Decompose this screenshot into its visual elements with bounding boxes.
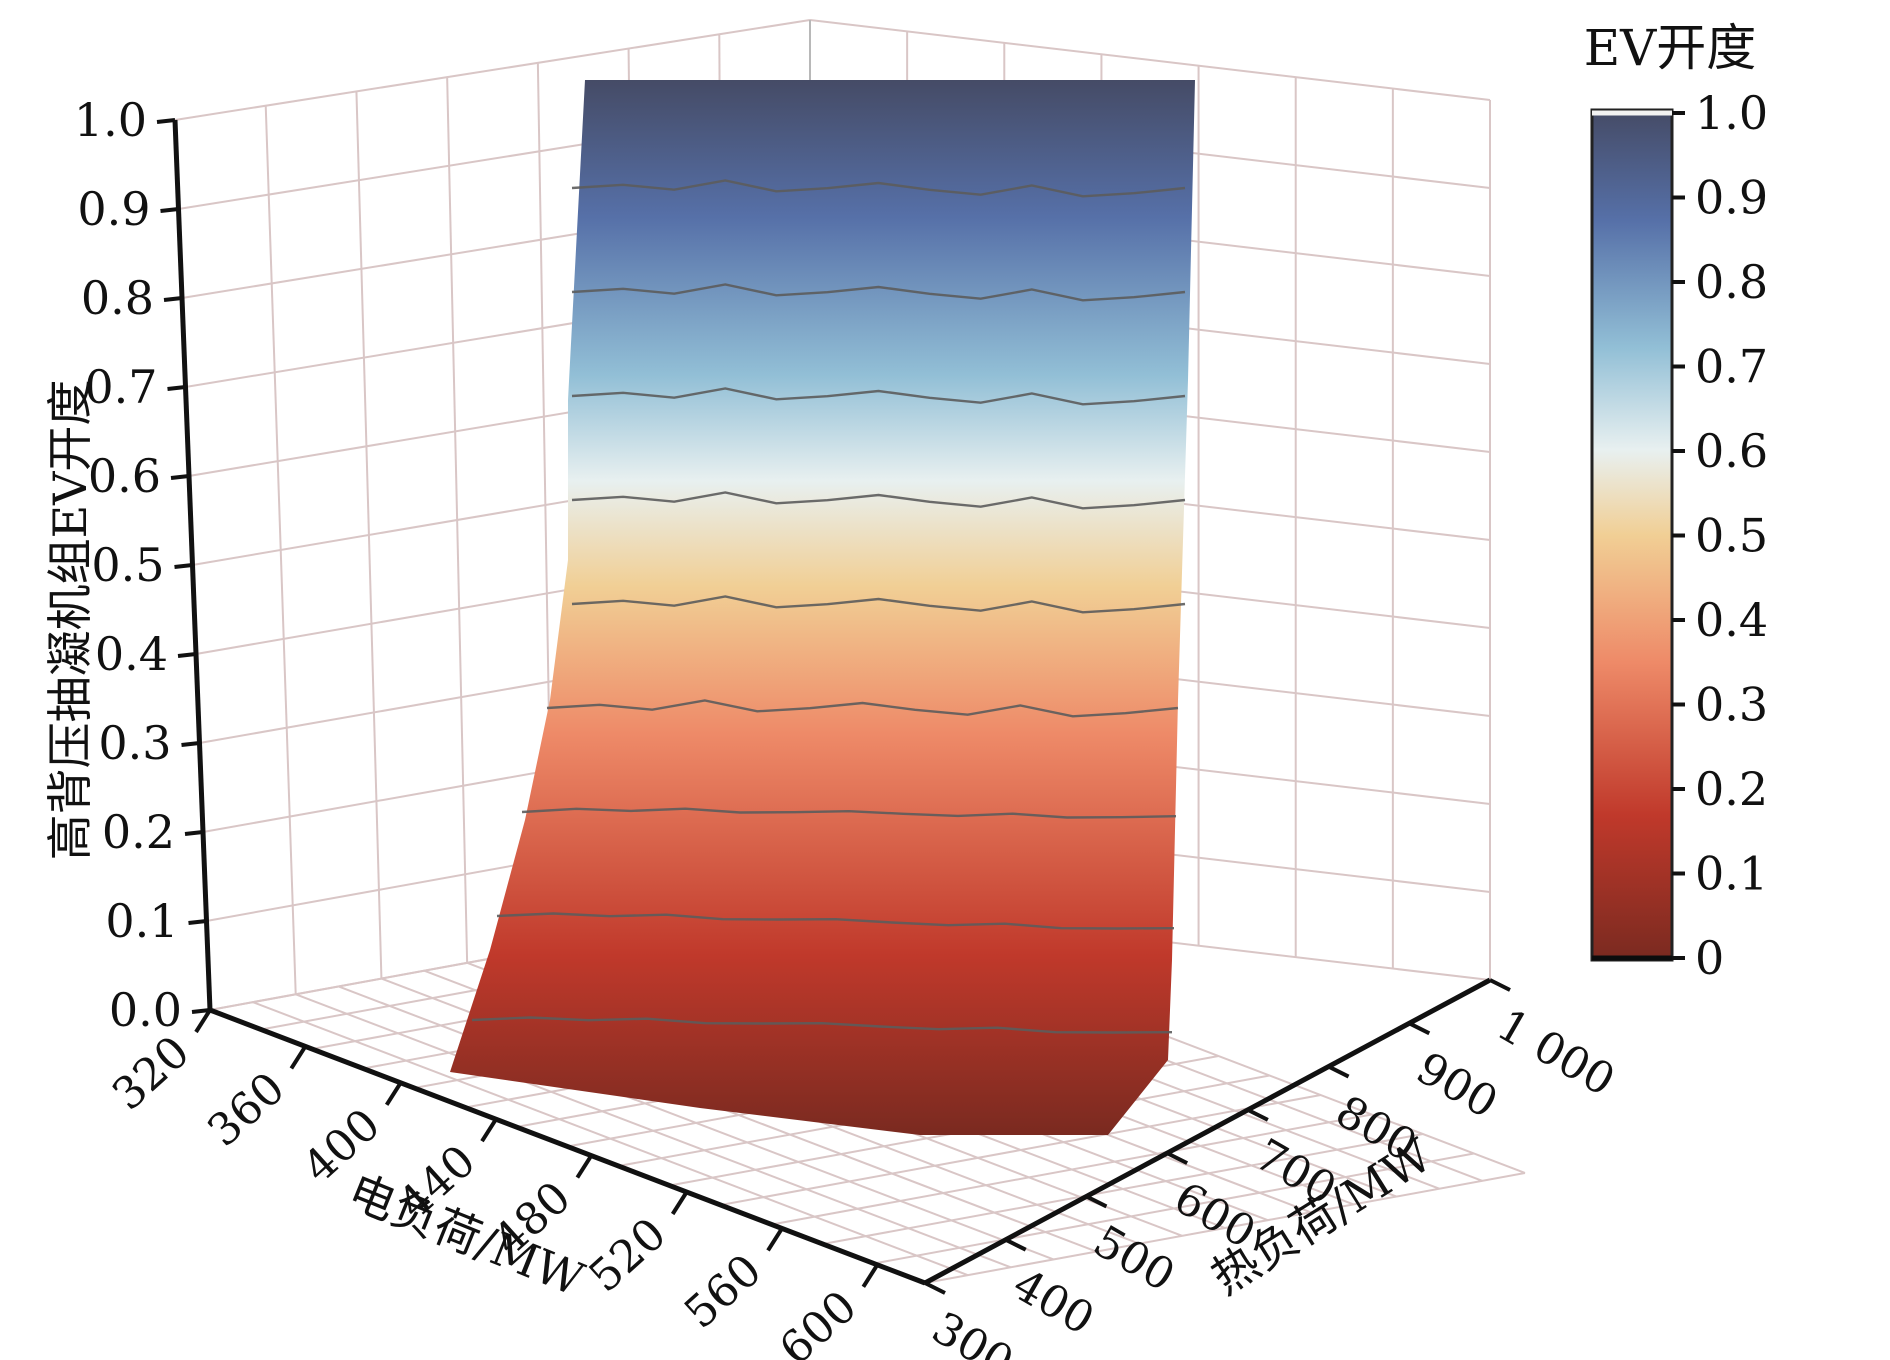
contour-line — [571, 491, 1186, 510]
z-tick-mark — [191, 1008, 211, 1014]
z-tick-label: 0.2 — [102, 805, 175, 859]
x-tick-mark — [766, 1227, 784, 1252]
z-tick-mark — [163, 296, 183, 302]
x-tick-label: 560 — [675, 1245, 772, 1339]
z-tick-label: 1.0 — [74, 93, 147, 147]
y-tick-mark — [1085, 1194, 1108, 1209]
x-tick-label: 520 — [579, 1208, 676, 1302]
x-tick-mark — [861, 1263, 880, 1288]
contour-line — [546, 699, 1179, 718]
contour-line — [471, 1016, 1173, 1034]
colorbar-ticks: 0 0.1 0.2 0.3 0.4 0.5 0.6 0.7 0.8 0.9 1.0 — [1672, 86, 1768, 985]
y-tick-label: 900 — [1408, 1043, 1506, 1129]
y-tick-mark — [1004, 1237, 1027, 1252]
y-tick-label: 300 — [924, 1302, 1022, 1360]
z-tick-mark — [170, 474, 190, 480]
z-tick-mark — [181, 741, 200, 747]
contour-line — [521, 807, 1177, 819]
x-tick-mark — [384, 1081, 403, 1106]
contour-line — [571, 595, 1186, 614]
z-tick-mark — [167, 385, 186, 391]
x-tick-label: 320 — [103, 1026, 200, 1120]
contour-lines — [471, 179, 1186, 1034]
y-tick-label: 1 000 — [1489, 999, 1624, 1106]
colorbar-tick-label: 0.9 — [1695, 171, 1768, 225]
contour-line — [496, 912, 1175, 930]
y-tick-mark — [1166, 1151, 1189, 1165]
contour-line — [571, 179, 1186, 198]
z-tick-label: 0.4 — [95, 627, 168, 681]
z-tick-mark — [177, 652, 197, 658]
y-tick-mark — [924, 1281, 946, 1295]
x-tick-mark — [289, 1045, 308, 1070]
x-tick-mark — [194, 1008, 212, 1034]
z-tick-label: 0.6 — [88, 449, 161, 503]
colorbar-tick-label: 0 — [1695, 931, 1724, 985]
y-tick-mark — [1246, 1108, 1269, 1122]
x-tick-mark — [575, 1154, 594, 1179]
y-tick-mark — [1327, 1064, 1350, 1079]
colorbar-tick-label: 0.1 — [1695, 847, 1768, 901]
y-tick-label: 400 — [1004, 1259, 1102, 1345]
colorbar-tick-label: 0.8 — [1695, 255, 1768, 309]
colorbar-tick-label: 0.4 — [1695, 593, 1768, 647]
z-tick-label: 0.3 — [98, 716, 171, 770]
z-tick-mark — [184, 830, 204, 836]
colorbar-tick-label: 0.6 — [1695, 424, 1768, 478]
z-tick-label: 0.9 — [77, 182, 150, 236]
colorbar-tick-label: 0.3 — [1695, 678, 1768, 732]
x-tick-mark — [670, 1190, 689, 1216]
z-tick-mark — [188, 919, 207, 925]
z-tick-label: 0.5 — [91, 538, 164, 592]
z-tick-mark — [174, 563, 193, 569]
colorbar-tick-label: 0.5 — [1695, 509, 1768, 563]
z-tick-label: 0.7 — [84, 360, 157, 414]
z-tick-label: 0.0 — [109, 983, 182, 1037]
colorbar-tick-label: 1.0 — [1695, 86, 1768, 140]
x-tick-label: 360 — [198, 1063, 295, 1157]
contour-line — [571, 387, 1186, 406]
z-tick-mark — [156, 118, 176, 124]
ev-surface — [450, 80, 1195, 1135]
z-axis-label: 高背压抽凝机组EV开度 — [43, 380, 97, 861]
colorbar-tick-label: 0.2 — [1695, 762, 1768, 816]
contour-line — [571, 283, 1186, 302]
z-tick-label: 0.1 — [105, 894, 178, 948]
x-tick-mark — [480, 1118, 498, 1143]
z-axis-ticks: 0.0 0.1 0.2 0.3 0.4 0.5 0.6 0.7 0.8 0.9 1.0 — [74, 93, 211, 1037]
x-tick-label: 600 — [770, 1281, 867, 1360]
y-tick-mark — [1489, 978, 1511, 992]
colorbar: EV开度 0 0.1 0.2 0.3 0.4 0.5 0.6 0.7 0.8 0.9 1.0 — [1584, 19, 1768, 985]
y-tick-mark — [1408, 1021, 1431, 1036]
colorbar-tick-label: 0.7 — [1695, 340, 1768, 394]
colorbar-title: EV开度 — [1584, 19, 1757, 77]
z-tick-mark — [160, 207, 179, 213]
z-tick-label: 0.8 — [81, 271, 154, 325]
